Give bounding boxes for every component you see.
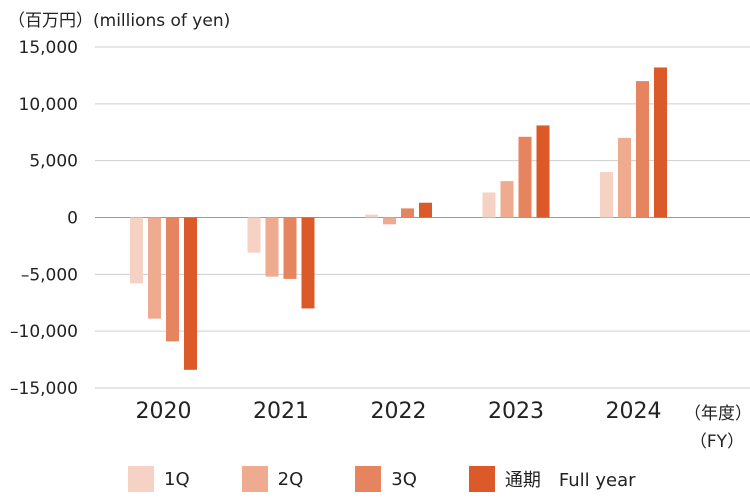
legend-item-full-year: 通期 Full year	[468, 466, 636, 492]
bar	[130, 217, 143, 284]
bar	[618, 137, 631, 218]
y-tick-label: 5,000	[29, 152, 78, 172]
bar	[184, 217, 197, 370]
bar	[500, 181, 514, 218]
legend-label-full-year: 通期 Full year	[504, 470, 636, 491]
bar	[301, 217, 315, 309]
y-tick-label: 0	[67, 209, 78, 229]
y-tick-label: –10,000	[10, 322, 78, 342]
legend-swatch-full-year	[468, 466, 495, 492]
legend-swatch-1q	[128, 466, 154, 492]
bar	[419, 202, 432, 218]
legend-item-1q: 1Q	[128, 466, 190, 492]
x-axis-unit-label: （年度） （FY）	[684, 400, 750, 456]
y-tick-label: 15,000	[19, 38, 78, 58]
bar	[654, 67, 667, 218]
bar	[247, 217, 261, 253]
bar	[636, 81, 649, 218]
x-axis-unit-label-en: （FY）	[689, 432, 745, 452]
bar	[401, 208, 414, 218]
legend-item-3q: 3Q	[355, 466, 417, 492]
x-tick-label: 2023	[488, 399, 544, 424]
x-tick-label: 2020	[136, 399, 192, 424]
bar	[166, 217, 179, 342]
bar	[283, 217, 297, 279]
bar	[148, 217, 161, 319]
bar	[482, 192, 496, 218]
bar	[383, 217, 396, 225]
x-axis-unit-label-ja: （年度）	[684, 404, 750, 424]
x-tick-label: 2021	[253, 399, 309, 424]
x-tick-label: 2022	[371, 399, 427, 424]
y-axis-unit-label: （百万円）(millions of yen)	[8, 11, 231, 31]
bar	[600, 172, 613, 218]
x-tick-label: 2024	[606, 399, 662, 424]
legend-swatch-2q	[241, 466, 268, 492]
legend-label-3q: 3Q	[391, 468, 417, 490]
bar	[365, 214, 378, 218]
bar	[536, 125, 550, 218]
y-tick-label: 10,000	[19, 95, 78, 115]
legend-label-1q: 1Q	[164, 468, 190, 490]
bar	[265, 217, 279, 277]
legend: 1Q 2Q 3Q 通期 Full year	[128, 466, 636, 492]
bar	[518, 136, 532, 218]
y-tick-label: –5,000	[21, 265, 78, 285]
y-tick-label: –15,000	[10, 379, 78, 399]
legend-item-2q: 2Q	[241, 466, 304, 492]
legend-label-2q: 2Q	[277, 468, 304, 490]
legend-swatch-3q	[355, 466, 382, 492]
